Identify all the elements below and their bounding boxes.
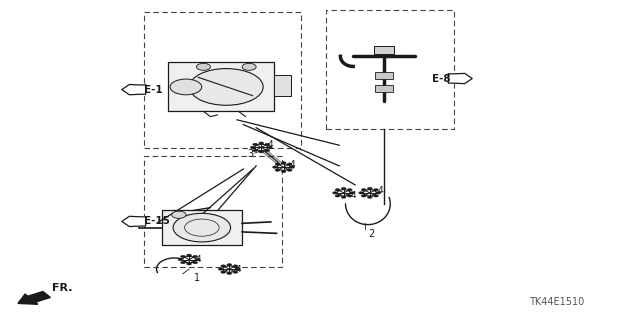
Bar (145, 156, 282, 268)
Text: 4: 4 (378, 186, 383, 195)
Bar (274, 75, 291, 96)
Polygon shape (122, 216, 146, 226)
Circle shape (265, 143, 270, 145)
Circle shape (333, 192, 337, 194)
Circle shape (337, 190, 350, 196)
Circle shape (335, 189, 340, 191)
Circle shape (281, 170, 286, 173)
Circle shape (374, 195, 378, 197)
Circle shape (287, 169, 292, 171)
Bar (168, 63, 274, 111)
Circle shape (367, 196, 372, 198)
Circle shape (227, 263, 232, 266)
Bar (326, 10, 454, 129)
Circle shape (348, 195, 352, 197)
Circle shape (273, 166, 277, 168)
Circle shape (259, 142, 264, 145)
Text: TK44E1510: TK44E1510 (529, 297, 584, 307)
Text: 2: 2 (368, 229, 374, 239)
Circle shape (221, 271, 226, 273)
Bar (162, 211, 242, 245)
Polygon shape (449, 73, 472, 84)
Circle shape (268, 146, 272, 149)
Circle shape (265, 149, 270, 152)
Circle shape (290, 166, 294, 168)
Circle shape (362, 195, 366, 197)
Circle shape (221, 265, 226, 267)
Circle shape (255, 144, 268, 151)
Circle shape (236, 268, 241, 270)
Circle shape (348, 189, 352, 191)
Circle shape (335, 195, 340, 197)
Circle shape (196, 63, 211, 70)
Circle shape (242, 63, 256, 70)
Circle shape (180, 255, 186, 258)
Circle shape (193, 261, 198, 264)
Bar (145, 12, 301, 148)
Circle shape (281, 162, 286, 164)
Circle shape (341, 187, 346, 190)
Circle shape (376, 192, 381, 194)
Circle shape (275, 169, 280, 171)
Circle shape (350, 192, 355, 194)
Text: E-15: E-15 (145, 216, 170, 226)
Circle shape (178, 258, 183, 261)
Circle shape (362, 189, 366, 191)
Circle shape (182, 256, 195, 263)
Text: E-8: E-8 (432, 73, 451, 84)
Circle shape (227, 272, 232, 275)
Circle shape (277, 164, 290, 170)
Circle shape (187, 263, 191, 265)
Polygon shape (122, 85, 146, 95)
Circle shape (341, 196, 346, 198)
Circle shape (359, 192, 364, 194)
Circle shape (253, 143, 257, 145)
Circle shape (374, 189, 378, 191)
Text: 4: 4 (290, 160, 296, 169)
Circle shape (193, 255, 198, 258)
Bar (375, 72, 393, 79)
Text: 4: 4 (268, 140, 273, 149)
Circle shape (180, 261, 186, 264)
Text: 4: 4 (236, 264, 241, 274)
Circle shape (170, 79, 202, 95)
Circle shape (250, 146, 255, 149)
Text: FR.: FR. (52, 283, 72, 293)
Circle shape (218, 268, 223, 270)
Circle shape (195, 258, 200, 261)
Text: E-1: E-1 (145, 85, 163, 95)
Circle shape (259, 151, 264, 153)
Text: 1: 1 (194, 273, 200, 283)
Text: 3: 3 (248, 149, 253, 159)
Text: 4: 4 (351, 190, 356, 200)
Circle shape (173, 213, 230, 242)
Circle shape (223, 266, 236, 272)
Circle shape (233, 271, 238, 273)
Text: 4: 4 (195, 255, 201, 264)
Circle shape (367, 187, 372, 190)
Circle shape (187, 254, 191, 256)
Circle shape (287, 163, 292, 165)
Bar (375, 85, 393, 92)
Circle shape (275, 163, 280, 165)
Bar (374, 46, 394, 54)
Circle shape (233, 265, 238, 267)
Circle shape (172, 211, 186, 218)
Circle shape (189, 69, 263, 105)
Circle shape (364, 190, 376, 196)
Circle shape (253, 149, 257, 152)
FancyArrow shape (18, 292, 51, 304)
